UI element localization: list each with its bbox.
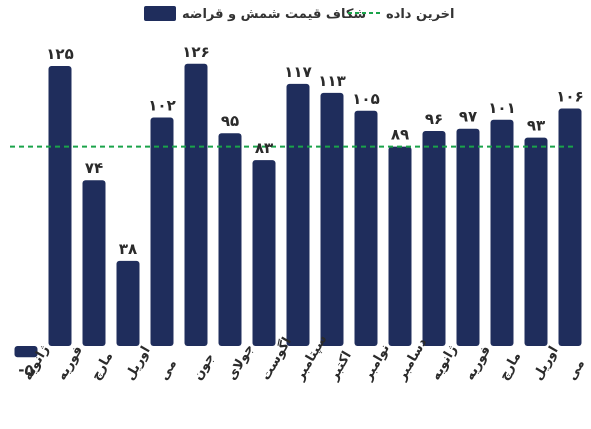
category-label: اوریل <box>530 344 561 383</box>
legend-line-label: اخرین داده <box>386 7 455 22</box>
category-label: ژانویه <box>428 343 460 383</box>
category-label: می <box>156 357 180 383</box>
category-label: فوریه <box>462 344 493 383</box>
bar <box>354 110 378 346</box>
bar <box>150 117 174 347</box>
bar <box>388 146 412 346</box>
category-label: می <box>564 357 588 383</box>
value-label: -۵ <box>18 361 33 379</box>
bar <box>286 83 310 347</box>
value-label: ۱۰۵ <box>352 90 379 108</box>
category-label: مارچ <box>496 350 524 383</box>
value-labels-layer: -۵ ۱۲۵ ۷۴ ۳۸ ۱۰۲ ۱۲۶ ۹۵ ۸۳ ۱۱۷ ۱۱۳ ۱۰۵ ۸۹ ۹۶ ۹۷ ۱۰۱ ۹۳ ۱… <box>18 43 583 379</box>
bars-layer <box>14 63 582 358</box>
value-label: ۹۵ <box>221 112 239 130</box>
bar <box>82 180 106 346</box>
bar <box>320 92 344 346</box>
bar <box>456 128 480 346</box>
bar <box>116 260 140 346</box>
value-label: ۷۴ <box>85 159 103 177</box>
bar <box>422 130 446 346</box>
value-label: ۱۲۶ <box>182 43 209 61</box>
category-label: مارچ <box>88 350 116 383</box>
category-label: فوریه <box>54 344 85 383</box>
bar <box>558 108 582 346</box>
bar <box>14 346 38 358</box>
value-label: ۸۹ <box>391 126 409 144</box>
category-label: جون <box>190 351 217 383</box>
value-label: ۱۰۶ <box>556 88 583 106</box>
bar <box>218 133 242 346</box>
bar <box>490 119 514 346</box>
bar <box>524 137 548 346</box>
value-label: ۱۰۱ <box>488 99 515 117</box>
value-label: ۹۳ <box>527 117 545 135</box>
value-label: ۱۰۲ <box>148 97 175 115</box>
legend-bar-label: شکاف قیمت شمش و قراضه <box>182 7 366 22</box>
category-label: اکتبر <box>326 349 355 384</box>
value-label: ۳۸ <box>119 240 137 258</box>
value-label: ۸۳ <box>255 139 273 157</box>
value-label: ۱۲۵ <box>46 45 73 63</box>
bar <box>184 63 208 346</box>
value-label: ۱۱۷ <box>284 63 311 81</box>
legend-bar-swatch <box>144 6 176 21</box>
value-label: ۹۷ <box>459 108 477 126</box>
value-label: ۹۶ <box>425 110 443 128</box>
category-label: اوریل <box>122 344 153 383</box>
category-label: نوامبر <box>360 342 393 384</box>
value-label: ۱۱۳ <box>318 72 345 90</box>
chart-legend: شکاف قیمت شمش و قراضه اخرین داده <box>144 6 455 22</box>
category-label: جولای <box>224 342 257 383</box>
bar <box>48 66 72 346</box>
bar <box>252 160 276 346</box>
